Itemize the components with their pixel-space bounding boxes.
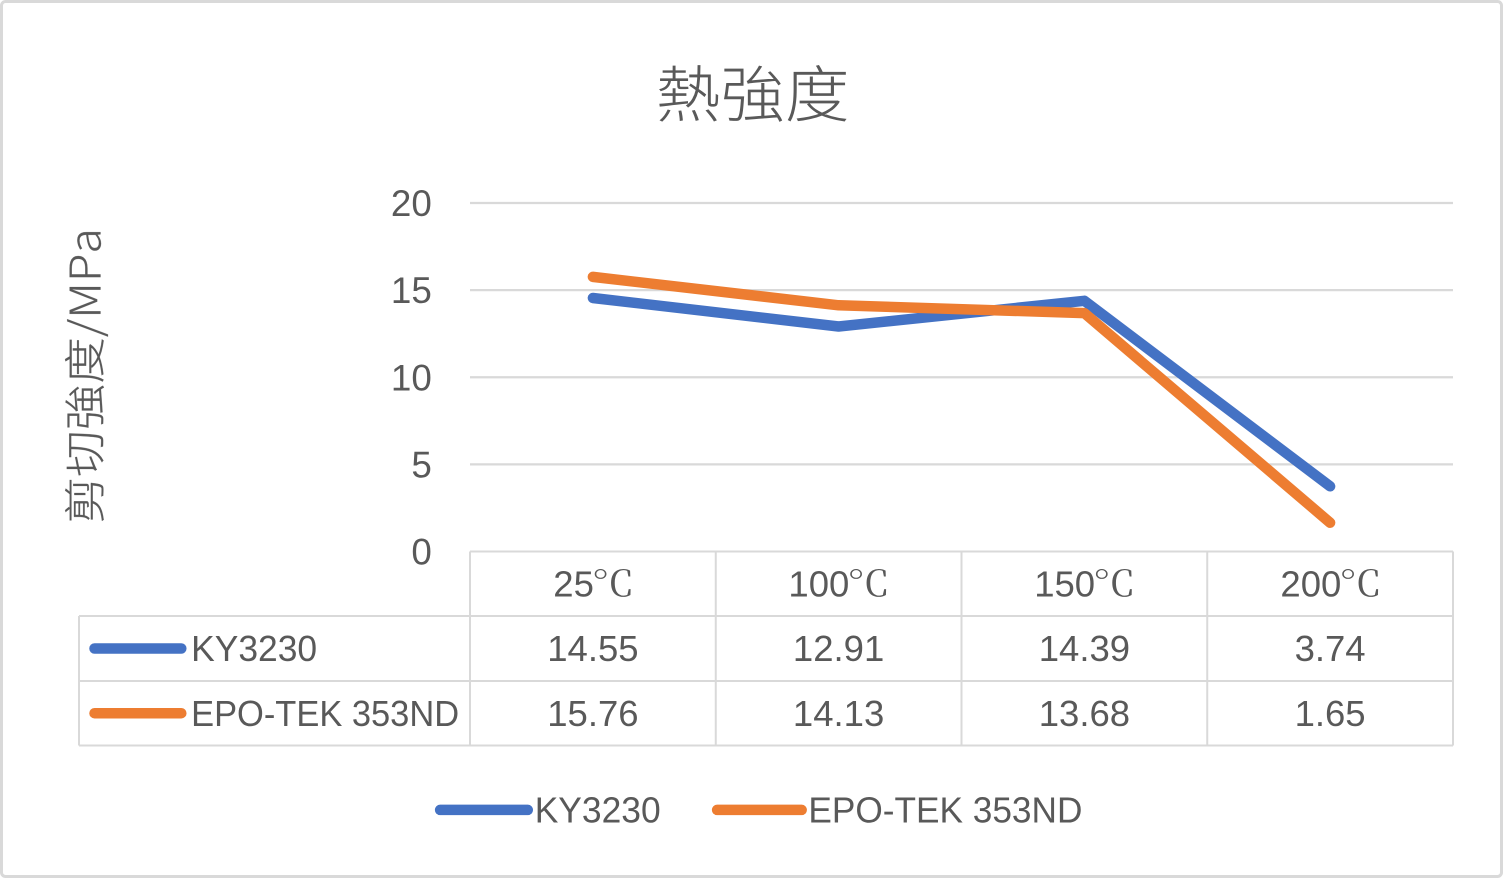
svg-text:200: 200 [1280,564,1341,605]
svg-text:3.74: 3.74 [1295,628,1366,669]
svg-text:25: 25 [553,564,594,605]
svg-text:0: 0 [411,532,431,573]
svg-text:10: 10 [391,357,432,398]
svg-text:1.65: 1.65 [1295,693,1366,734]
svg-text:KY3230: KY3230 [535,790,661,831]
svg-text:13.68: 13.68 [1039,693,1130,734]
svg-text:14.55: 14.55 [547,628,638,669]
svg-text:KY3230: KY3230 [191,628,317,669]
svg-text:14.39: 14.39 [1039,628,1130,669]
svg-text:15: 15 [391,270,432,311]
svg-text:EPO-TEK 353ND: EPO-TEK 353ND [808,790,1082,831]
svg-text:12.91: 12.91 [793,628,884,669]
svg-text:EPO-TEK 353ND: EPO-TEK 353ND [191,693,459,734]
svg-text:100: 100 [788,564,849,605]
svg-text:20: 20 [391,183,432,224]
svg-text:150: 150 [1034,564,1095,605]
svg-text:5: 5 [411,444,431,485]
svg-text:15.76: 15.76 [547,693,638,734]
svg-text:14.13: 14.13 [793,693,884,734]
